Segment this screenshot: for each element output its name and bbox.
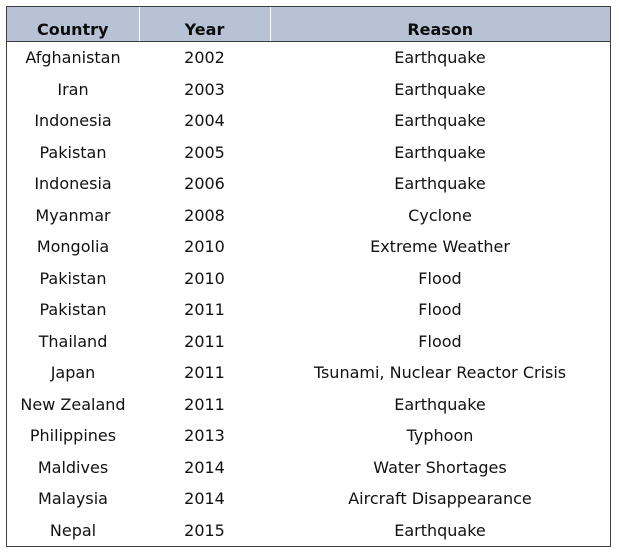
table-row: Maldives 2014 Water Shortages	[7, 452, 610, 484]
table-row: Pakistan 2011 Flood	[7, 294, 610, 326]
cell-year: 2014	[184, 457, 225, 477]
cell-year: 2011	[184, 394, 225, 414]
cell-country: Japan	[50, 363, 96, 383]
cell-year: 2006	[184, 174, 225, 194]
cell-reason: Aircraft Disappearance	[348, 489, 532, 509]
cell-country: Indonesia	[34, 111, 112, 131]
column-header-reason: Reason	[269, 7, 610, 42]
cell-reason: Flood	[418, 331, 462, 351]
table-row: Malaysia 2014 Aircraft Disappearance	[7, 483, 610, 515]
cell-year: 2002	[184, 48, 225, 68]
cell-year: 2011	[184, 331, 225, 351]
cell-country: Indonesia	[34, 174, 112, 194]
cell-year: 2008	[184, 205, 225, 225]
cell-country: Pakistan	[39, 268, 107, 288]
cell-reason: Earthquake	[394, 142, 486, 162]
cell-reason: Cyclone	[408, 205, 472, 225]
table-row: Philippines 2013 Typhoon	[7, 420, 610, 452]
cell-year: 2011	[184, 363, 225, 383]
cell-year: 2004	[184, 111, 225, 131]
table-row: Iran 2003 Earthquake	[7, 74, 610, 106]
cell-year: 2014	[184, 489, 225, 509]
cell-reason: Water Shortages	[373, 457, 507, 477]
table-row: Pakistan 2010 Flood	[7, 263, 610, 295]
cell-reason: Earthquake	[394, 79, 486, 99]
cell-country: Iran	[57, 79, 89, 99]
cell-country: Malaysia	[38, 489, 108, 509]
disaster-table: Country Year Reason Afghanistan 2002 Earth…	[7, 7, 610, 546]
table-row: Thailand 2011 Flood	[7, 326, 610, 358]
cell-country: Maldives	[37, 457, 109, 477]
cell-reason: Flood	[418, 300, 462, 320]
column-header-country: Country	[7, 7, 139, 42]
table-row: Afghanistan 2002 Earthquake	[7, 42, 610, 74]
cell-country: Pakistan	[39, 300, 107, 320]
table-row: Nepal 2015 Earthquake	[7, 515, 610, 547]
cell-country: Afghanistan	[25, 48, 121, 68]
cell-country: Thailand	[38, 331, 108, 351]
cell-reason: Earthquake	[394, 48, 486, 68]
cell-country: Myanmar	[35, 205, 111, 225]
table-header: Country Year Reason	[7, 7, 610, 42]
column-header-year: Year	[138, 7, 270, 42]
cell-reason: Earthquake	[394, 394, 486, 414]
table-row: Pakistan 2005 Earthquake	[7, 137, 610, 169]
table-row: Myanmar 2008 Cyclone	[7, 200, 610, 232]
cell-country: Pakistan	[39, 142, 107, 162]
cell-year: 2003	[184, 79, 225, 99]
table-row: Indonesia 2004 Earthquake	[7, 105, 610, 137]
table-row: New Zealand 2011 Earthquake	[7, 389, 610, 421]
table-row: Indonesia 2006 Earthquake	[7, 168, 610, 200]
cell-reason: Earthquake	[394, 174, 486, 194]
cell-year: 2005	[184, 142, 225, 162]
table-body: Afghanistan 2002 Earthquake Iran 2003 Earthqu…	[7, 42, 610, 547]
cell-year: 2011	[184, 300, 225, 320]
cell-country: Philippines	[29, 426, 117, 446]
cell-reason: Tsunami, Nuclear Reactor Crisis	[313, 363, 567, 383]
cell-year: 2010	[184, 268, 225, 288]
cell-reason: Extreme Weather	[370, 237, 510, 257]
cell-country: New Zealand	[20, 394, 126, 414]
cell-reason: Earthquake	[394, 111, 486, 131]
table-row: Japan 2011 Tsunami, Nuclear Reactor Crisis	[7, 357, 610, 389]
table-row: Mongolia 2010 Extreme Weather	[7, 231, 610, 263]
cell-reason: Flood	[418, 268, 462, 288]
cell-year: 2015	[184, 520, 225, 540]
cell-reason: Earthquake	[394, 520, 486, 540]
cell-year: 2013	[184, 426, 225, 446]
header-row: Country Year Reason	[7, 7, 610, 42]
cell-country: Nepal	[49, 520, 97, 540]
disaster-table-container: Country Year Reason Afghanistan 2002 Earth…	[6, 6, 611, 547]
cell-country: Mongolia	[36, 237, 110, 257]
cell-year: 2010	[184, 237, 225, 257]
cell-reason: Typhoon	[406, 426, 474, 446]
